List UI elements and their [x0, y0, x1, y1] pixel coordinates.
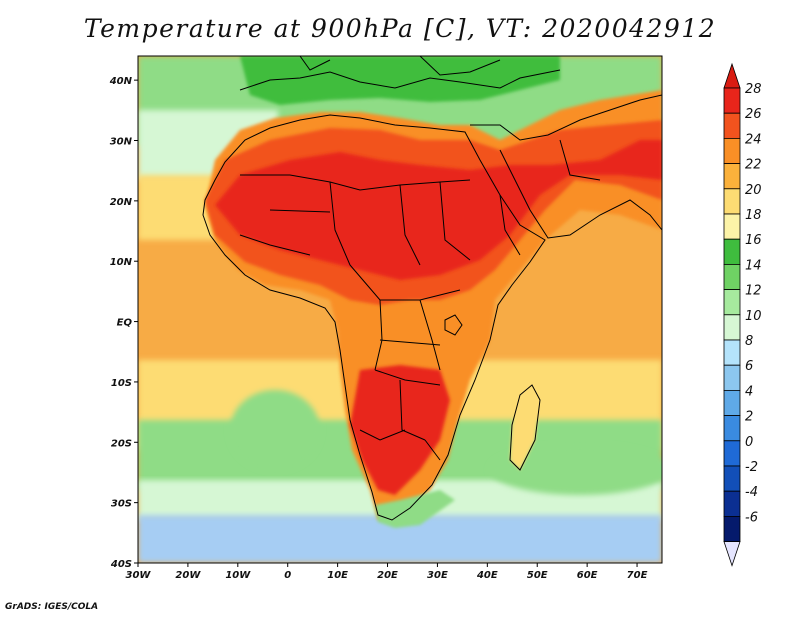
colorbar-segment	[723, 213, 741, 240]
colorbar-segment	[723, 263, 741, 290]
lat-tick-label: 10S	[111, 378, 132, 389]
lon-tick-label: 0	[284, 570, 291, 581]
colorbar-label: 28	[745, 82, 762, 97]
colorbar-label: 14	[745, 258, 762, 273]
map-title: Temperature at 900hPa [C], VT: 202004291…	[83, 14, 717, 43]
colorbar-segment	[723, 490, 741, 517]
colorbar-label: 12	[745, 284, 762, 299]
lon-tick-label: 20W	[175, 570, 201, 581]
lon-tick-label: 50E	[527, 570, 548, 581]
lat-tick-label: 40N	[109, 76, 133, 87]
colorbar-segment	[723, 163, 741, 190]
colorbar-segment	[723, 112, 741, 139]
colorbar-segment	[723, 389, 741, 416]
colorbar-label: 10	[745, 309, 762, 324]
lat-tick-label: 20S	[111, 438, 132, 449]
colorbar-segment	[723, 289, 741, 316]
colorbar-label: 6	[745, 359, 753, 374]
lat-tick-label: 20N	[110, 197, 133, 208]
colorbar-label: 18	[745, 208, 762, 223]
colorbar-segment	[723, 238, 741, 265]
colorbar-label: 26	[745, 107, 762, 122]
colorbar-segment	[723, 465, 741, 492]
colorbar-label: 24	[745, 132, 762, 147]
colorbar-segment	[723, 87, 741, 114]
colorbar-label: -4	[745, 485, 758, 500]
colorbar-label: 20	[745, 183, 762, 198]
colorbar-segment	[723, 314, 741, 341]
colorbar-segment	[723, 364, 741, 391]
colorbar-segment	[723, 440, 741, 467]
latitude-axis: 40N 30N 20N 10N EQ 10S 20S 30S 40S	[109, 76, 138, 570]
lat-tick-label: 40S	[110, 559, 132, 570]
lon-tick-label: 20E	[377, 570, 398, 581]
indian-cool-patch	[490, 445, 662, 495]
colorbar-segment	[723, 339, 741, 366]
colorbar-label: 8	[745, 334, 753, 349]
grads-credit: GrADS: IGES/COLA	[5, 602, 99, 612]
colorbar-label: 22	[745, 158, 762, 173]
lat-tick-label: 30N	[110, 137, 133, 148]
country-borders	[202, 56, 662, 521]
colorbar-label: -6	[745, 510, 758, 525]
lon-tick-label: 70E	[627, 570, 648, 581]
colorbar-segment	[723, 188, 741, 215]
plot-frame	[137, 55, 663, 564]
colorbar-segment	[723, 415, 741, 442]
sahel-red-core	[215, 140, 662, 280]
colorbar-label: 16	[745, 233, 762, 248]
colorbar-label: 4	[745, 384, 753, 399]
longitude-axis: 30W 20W 10W 0 10E 20E 30E 40E 50E 60E 70E	[126, 563, 648, 581]
benguela-cool-patch	[230, 390, 320, 470]
colorbar-segment	[723, 516, 741, 543]
lon-tick-label: 30E	[427, 570, 448, 581]
lon-tick-label: 30W	[126, 570, 152, 581]
lat-tick-label: EQ	[117, 318, 133, 329]
lon-tick-label: 60E	[577, 570, 598, 581]
colorbar-top-arrow	[723, 62, 741, 89]
lat-tick-label: 10N	[110, 257, 133, 268]
temperature-field	[138, 56, 662, 563]
lon-tick-label: 40E	[476, 570, 498, 581]
colorbar-label: -2	[745, 460, 758, 475]
lon-tick-label: 10W	[225, 570, 251, 581]
colorbar-label: 0	[745, 435, 753, 450]
colorbar-segment	[723, 137, 741, 164]
lon-tick-label: 10E	[327, 570, 348, 581]
colorbar-label: 2	[745, 410, 753, 425]
southern-africa-hot	[350, 365, 450, 495]
colorbar-bottom-arrow	[723, 541, 741, 567]
lat-tick-label: 30S	[111, 499, 132, 510]
